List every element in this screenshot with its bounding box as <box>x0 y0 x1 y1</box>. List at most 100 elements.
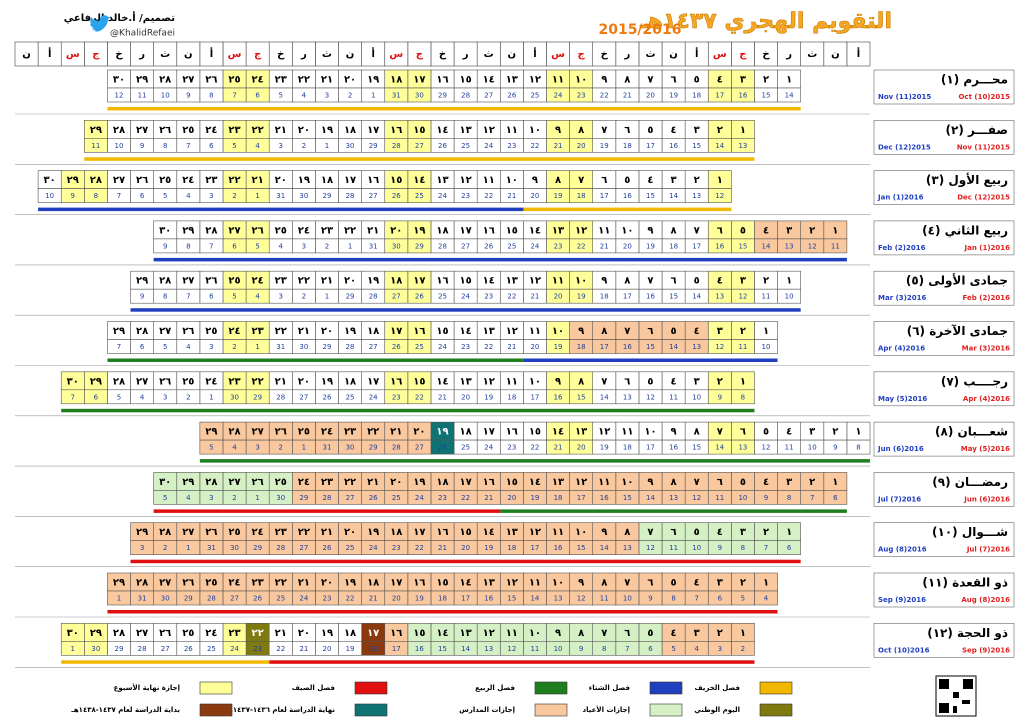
hijri-day: ١٠ <box>621 477 633 488</box>
gregorian-end: Nov (11)2015 <box>878 93 931 101</box>
hijri-day: ١٦ <box>483 477 495 488</box>
hijri-day: ١٠ <box>644 427 656 438</box>
gregorian-day: 7 <box>209 242 213 250</box>
gregorian-day: 22 <box>530 444 539 452</box>
gregorian-end: Aug (8)2016 <box>878 546 927 554</box>
month-panel <box>873 421 1015 457</box>
hijri-day: ٢٥ <box>228 527 240 538</box>
hijri-day: ١٩ <box>367 527 379 538</box>
gregorian-day: 28 <box>392 444 401 452</box>
gregorian-day: 18 <box>623 444 632 452</box>
weekday-label: ر <box>300 49 307 60</box>
qr-block <box>939 679 949 689</box>
hijri-day: ٢٧ <box>228 225 240 236</box>
hijri-day: ٢٤ <box>298 225 310 236</box>
hijri-day: ١٥ <box>413 376 425 387</box>
gregorian-day: 17 <box>530 393 539 401</box>
gregorian-day: 28 <box>276 544 285 552</box>
hijri-day: ١١ <box>552 276 564 287</box>
gregorian-day: 6 <box>140 343 145 351</box>
hijri-day: ١٧ <box>459 477 471 488</box>
gregorian-day: 9 <box>833 444 837 452</box>
hijri-day: ٢٤ <box>321 427 333 438</box>
hijri-day: ٢٨ <box>113 628 125 639</box>
gregorian-day: 15 <box>738 242 747 250</box>
gregorian-day: 24 <box>230 645 239 653</box>
gregorian-day: 24 <box>438 192 447 200</box>
gregorian-day: 31 <box>392 92 401 100</box>
gregorian-day: 27 <box>230 595 239 603</box>
hijri-day: ٤ <box>786 427 792 438</box>
hijri-day: ١٣ <box>506 527 518 538</box>
gregorian-day: 10 <box>623 595 632 603</box>
gregorian-day: 13 <box>692 343 701 351</box>
hijri-day: ١٤ <box>483 75 495 86</box>
gregorian-day: 25 <box>415 343 424 351</box>
hijri-day: ٢٥ <box>182 628 194 639</box>
gregorian-day: 11 <box>669 393 678 401</box>
hijri-day: ١٧ <box>413 527 425 538</box>
month-name: رجــــب (٧) <box>941 374 1008 388</box>
hijri-day: ١٧ <box>413 276 425 287</box>
hijri-day: ٢٨ <box>159 276 171 287</box>
gregorian-day: 2 <box>232 343 236 351</box>
gregorian-end: Feb (2)2016 <box>878 244 926 252</box>
hijri-day: ٢٦ <box>275 427 287 438</box>
qr-block <box>953 692 959 698</box>
gregorian-day: 7 <box>764 544 768 552</box>
gregorian-day: 7 <box>625 645 629 653</box>
gregorian-day: 27 <box>415 444 424 452</box>
hijri-day: ٣ <box>671 175 677 186</box>
hijri-day: ١٣ <box>459 125 471 136</box>
gregorian-day: 3 <box>325 92 329 100</box>
weekday-label: س <box>228 49 242 60</box>
hijri-day: ٢٠ <box>344 75 356 86</box>
hijri-day: ٦ <box>671 276 677 287</box>
legend-swatch <box>649 703 683 717</box>
hijri-day: ٩ <box>601 75 607 86</box>
hijri-day: ١٩ <box>413 477 425 488</box>
gregorian-day: 25 <box>346 393 355 401</box>
gregorian-day: 18 <box>554 494 563 502</box>
gregorian-day: 29 <box>299 494 308 502</box>
hijri-day: ٣٠ <box>159 477 171 488</box>
hijri-day: ١٨ <box>390 75 402 86</box>
hijri-day: ٨ <box>601 578 607 589</box>
hijri-day: ٢ <box>740 578 746 589</box>
hijri-day: ٤ <box>763 225 769 236</box>
gregorian-day: 4 <box>186 192 191 200</box>
gregorian-day: 16 <box>415 645 424 653</box>
hijri-day: ٩ <box>555 125 561 136</box>
gregorian-day: 30 <box>276 494 285 502</box>
hijri-day: ٢ <box>740 326 746 337</box>
hijri-day: ٧ <box>601 376 607 387</box>
weekday-label: أ <box>48 47 51 60</box>
hijri-day: ١٠ <box>552 578 564 589</box>
gregorian-day: 25 <box>507 242 516 250</box>
gregorian-day: 27 <box>161 645 170 653</box>
gregorian-cell <box>107 87 131 103</box>
hijri-day: ٢٠ <box>413 427 425 438</box>
hijri-day: ٢ <box>763 527 769 538</box>
hijri-day: ٢٨ <box>136 578 148 589</box>
twitter-icon <box>90 15 111 32</box>
hijri-day: ٣٠ <box>159 225 171 236</box>
hijri-day: ٢٩ <box>136 276 148 287</box>
hijri-day: ٣٠ <box>67 628 79 639</box>
gregorian-day: 5 <box>163 494 167 502</box>
weekday-label: ج <box>578 49 586 60</box>
hijri-day: ٤ <box>717 527 723 538</box>
gregorian-day: 1 <box>255 343 259 351</box>
season-bar <box>61 408 755 413</box>
gregorian-day: 18 <box>623 142 632 150</box>
hijri-day: ٧ <box>647 527 653 538</box>
gregorian-day: 7 <box>117 192 121 200</box>
gregorian-day: 28 <box>322 494 331 502</box>
hijri-day: ١٤ <box>483 527 495 538</box>
gregorian-day: 4 <box>279 242 284 250</box>
gregorian-day: 2 <box>163 544 167 552</box>
hijri-day: ٥ <box>740 225 746 236</box>
gregorian-day: 11 <box>762 293 771 301</box>
gregorian-day: 14 <box>692 293 701 301</box>
gregorian-day: 13 <box>785 242 794 250</box>
